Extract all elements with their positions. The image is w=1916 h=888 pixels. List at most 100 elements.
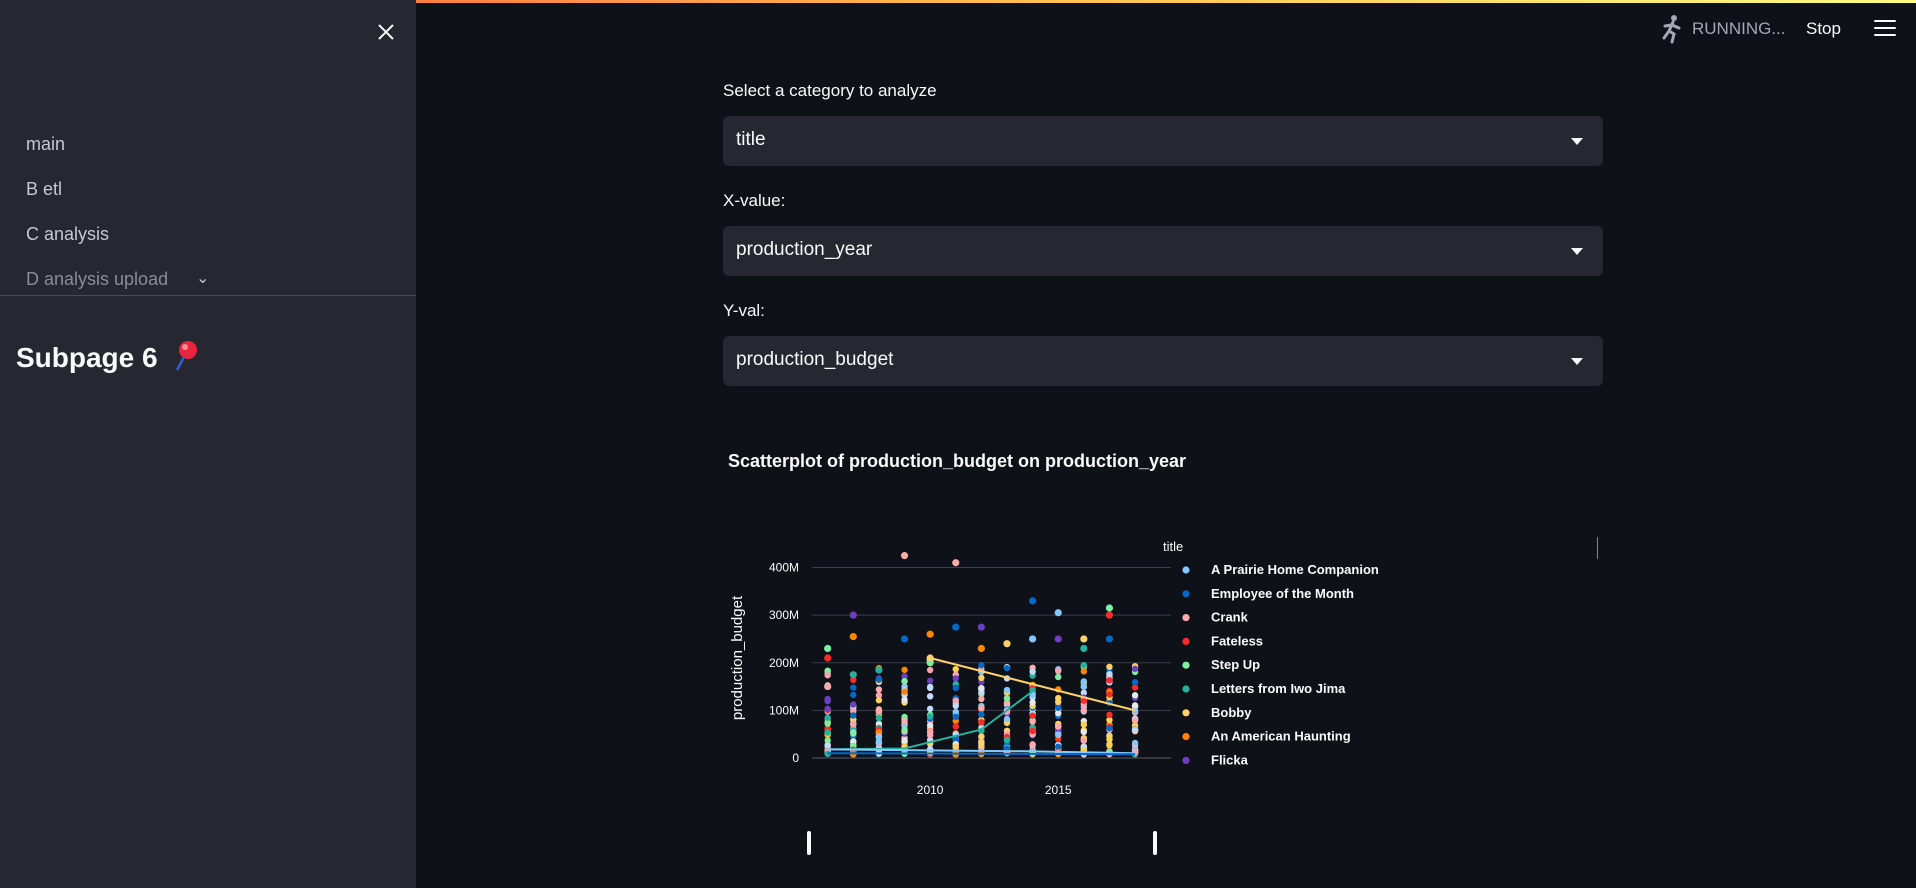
y-tick-label: 100M <box>769 703 799 717</box>
legend-marker <box>1182 614 1190 622</box>
scatter-point-bg <box>1055 743 1062 750</box>
close-sidebar-button[interactable] <box>372 18 400 46</box>
range-slider-right-handle[interactable] <box>1153 831 1157 855</box>
scatter-point-bg <box>1029 668 1036 675</box>
scatter-point-bg <box>1080 689 1088 696</box>
scatter-point-bg <box>1106 736 1113 743</box>
scatter-point-bg <box>850 730 857 737</box>
scatter-point-bg <box>1131 739 1139 747</box>
scatter-point-bg <box>1080 707 1088 714</box>
legend-entry: A Prairie Home Companion <box>1211 562 1379 577</box>
x-value-select[interactable]: production_year <box>723 226 1603 276</box>
chart-title: Scatterplot of production_budget on prod… <box>728 451 1187 471</box>
scatter-chart: 0 100M 200M 300M 400M 2010 2015 production_budg… <box>729 539 1379 797</box>
scatter-point <box>824 644 832 653</box>
category-select[interactable]: title <box>723 116 1603 166</box>
y-tick-label: 300M <box>769 608 799 622</box>
sidebar-title-text: Subpage 6 <box>16 341 158 373</box>
scatter-point <box>977 623 985 631</box>
y-tick-label: 200M <box>769 656 799 670</box>
scatter-point-bg <box>1029 741 1036 748</box>
scatter-point-bg <box>901 726 908 733</box>
scatter-point <box>849 632 857 641</box>
hamburger-icon-line <box>1874 34 1896 36</box>
scatter-point-bg <box>850 691 857 699</box>
running-status-text: RUNNING... <box>1692 19 1786 38</box>
sidebar-nav: main B etl C analysis D analysis upload … <box>0 128 416 308</box>
trend-line <box>827 752 1136 756</box>
scatter-point-bg <box>1029 727 1036 735</box>
scatter-point <box>1029 635 1037 643</box>
sidebar-item-b-etl[interactable]: B etl <box>26 179 63 199</box>
scatter-point-bg <box>1003 695 1011 702</box>
scatter-point-bg <box>1055 710 1062 717</box>
legend-marker <box>1182 637 1190 645</box>
scatter-point-bg <box>1080 737 1088 744</box>
scatter-point <box>926 654 934 662</box>
scatter-point <box>824 654 832 662</box>
stop-button[interactable]: Stop <box>1806 19 1841 38</box>
scatter-point-bg <box>850 701 857 708</box>
scatter-point-bg <box>1106 663 1113 670</box>
y-value-select-value: production_budget <box>736 349 894 370</box>
scatter-point-bg <box>824 667 831 675</box>
legend-title: title <box>1163 539 1183 554</box>
scatter-point-bg <box>1080 728 1088 736</box>
sidebar: main B etl C analysis D analysis upload … <box>0 0 416 888</box>
scatter-point-bg <box>901 718 908 725</box>
scatter-point-bg <box>978 661 985 669</box>
legend-marker <box>1182 756 1190 764</box>
scatter-point-bg <box>850 676 857 684</box>
scatter-point-bg <box>926 677 934 684</box>
legend-entry: Flicka <box>1211 752 1249 767</box>
range-slider-left-handle[interactable] <box>807 831 811 855</box>
scatter-point-bg <box>875 676 883 683</box>
scatter-point-bg <box>978 711 985 718</box>
scatter-point-bg <box>1080 683 1088 690</box>
scatter-point-bg <box>1106 716 1113 724</box>
scatter-point-bg <box>1029 718 1036 725</box>
caret-down-icon <box>1571 358 1583 365</box>
scatter-point-bg <box>952 697 959 704</box>
x-tick-label: 2010 <box>917 783 944 797</box>
scatter-point-bg <box>850 721 857 728</box>
legend-marker <box>1182 709 1190 717</box>
caret-down-icon <box>1571 248 1583 255</box>
scatter-point <box>952 559 960 567</box>
scatter-point-bg <box>1131 665 1139 673</box>
scatter-point-bg <box>1003 686 1011 694</box>
main-menu-button[interactable] <box>1874 20 1896 38</box>
scatter-point-bg <box>875 715 883 722</box>
scatter-point-bg <box>1055 698 1062 706</box>
scatter-point-bg <box>1003 715 1011 723</box>
scatter-point-bg <box>824 697 831 704</box>
scatter-point-bg <box>1106 742 1113 749</box>
scatter-point-bg <box>926 683 934 691</box>
scatter-point-bg <box>875 692 883 699</box>
scatter-point <box>1105 635 1114 643</box>
x-tick-label: 2015 <box>1045 783 1072 797</box>
scatter-point-bg <box>875 734 883 741</box>
sidebar-item-c-analysis[interactable]: C analysis <box>26 224 110 244</box>
scatter-point-bg <box>926 722 934 729</box>
sidebar-item-d-analysis-upload[interactable]: D analysis upload <box>26 269 169 289</box>
running-man-icon <box>1662 15 1681 44</box>
scatter-point-bg <box>952 702 959 710</box>
scatter-point-bg <box>1080 668 1088 675</box>
scatter-point-bg <box>926 732 934 739</box>
chevron-down-icon[interactable]: ⌄ <box>196 270 210 287</box>
scatter-point <box>1054 609 1062 617</box>
legend-scroll-indicator <box>1597 537 1598 559</box>
scatter-point-bg <box>952 665 959 673</box>
scatter-point-bg <box>1055 673 1062 681</box>
scatter-point-bg <box>1106 724 1113 732</box>
sidebar-item-main[interactable]: main <box>26 134 66 154</box>
category-select-value: title <box>736 129 766 150</box>
scatter-point-bg <box>926 705 934 713</box>
scatter-point <box>824 682 832 691</box>
legend-entry: Bobby <box>1211 705 1252 720</box>
y-axis-label: production_budget <box>729 595 746 720</box>
scatter-point-bg <box>824 720 831 727</box>
y-value-select[interactable]: production_budget <box>723 336 1603 386</box>
scatter-point-bg <box>901 696 908 703</box>
